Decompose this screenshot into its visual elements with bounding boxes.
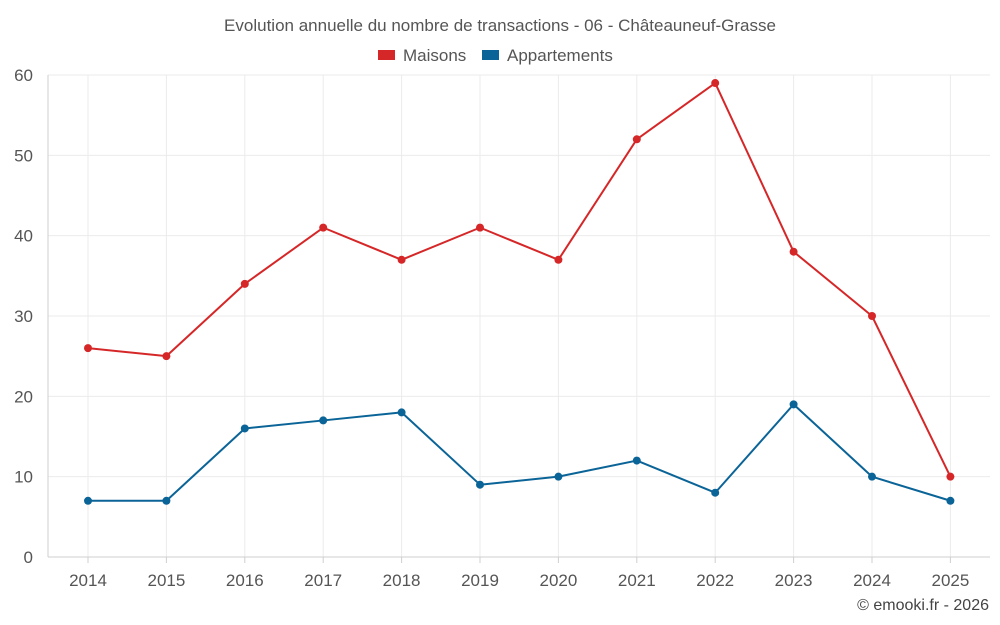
y-tick-label: 20 xyxy=(14,387,33,406)
x-tick-label: 2014 xyxy=(69,571,107,590)
series-line-appartements xyxy=(88,403,951,502)
legend-swatch-appartements xyxy=(482,50,499,60)
x-tick-label: 2018 xyxy=(383,571,421,590)
x-tick-label: 2022 xyxy=(696,571,734,590)
y-tick-label: 30 xyxy=(14,307,33,326)
data-point-maisons[interactable] xyxy=(711,79,720,88)
data-point-maisons[interactable] xyxy=(789,247,798,256)
y-tick-label: 10 xyxy=(14,468,33,487)
data-point-maisons[interactable] xyxy=(397,255,406,264)
axes: 0 10 20 30 40 50 60 2014 2015 2016 2017 2018 2019 202… xyxy=(14,66,990,590)
data-point-maisons[interactable] xyxy=(476,223,484,232)
y-tick-label: 40 xyxy=(14,227,33,246)
data-point-maisons[interactable] xyxy=(868,312,876,320)
chart-title: Evolution annuelle du nombre de transact… xyxy=(224,16,776,35)
data-point-appartements[interactable] xyxy=(84,496,92,505)
data-point-maisons[interactable] xyxy=(319,223,328,232)
x-tick-label: 2024 xyxy=(853,571,891,590)
credit-text: © emooki.fr - 2026 xyxy=(857,597,989,614)
data-point-maisons[interactable] xyxy=(84,344,92,353)
legend: Maisons Appartements xyxy=(378,46,613,65)
x-tick-label: 2017 xyxy=(304,571,342,590)
x-tick-label: 2025 xyxy=(931,571,969,590)
data-point-maisons[interactable] xyxy=(162,352,171,361)
data-point-appartements[interactable] xyxy=(162,496,171,505)
data-point-appartements[interactable] xyxy=(789,400,798,409)
data-point-appartements[interactable] xyxy=(476,480,484,489)
data-point-appartements[interactable] xyxy=(319,416,328,425)
series-appartements xyxy=(84,400,955,505)
x-tick-label: 2015 xyxy=(147,571,185,590)
y-tick-label: 50 xyxy=(14,146,33,165)
data-point-appartements[interactable] xyxy=(946,496,955,505)
x-tick-label: 2019 xyxy=(461,571,499,590)
legend-swatch-maisons xyxy=(378,50,395,60)
x-tick-label: 2020 xyxy=(539,571,577,590)
data-point-appartements[interactable] xyxy=(554,472,563,481)
x-tick-label: 2021 xyxy=(618,571,656,590)
legend-label-maisons: Maisons xyxy=(403,46,466,65)
x-tick-label: 2023 xyxy=(775,571,813,590)
data-point-appartements[interactable] xyxy=(868,472,876,481)
data-point-appartements[interactable] xyxy=(632,456,641,465)
data-point-appartements[interactable] xyxy=(397,408,406,417)
grid xyxy=(48,74,990,557)
y-tick-label: 0 xyxy=(24,548,33,567)
x-tick-label: 2016 xyxy=(226,571,264,590)
data-point-appartements[interactable] xyxy=(240,424,249,433)
series-maisons xyxy=(84,79,955,481)
series-line-maisons xyxy=(87,82,952,478)
data-point-maisons[interactable] xyxy=(240,279,249,288)
data-point-maisons[interactable] xyxy=(632,135,641,144)
legend-item-maisons[interactable]: Maisons xyxy=(378,46,466,65)
data-point-maisons[interactable] xyxy=(554,255,563,264)
data-point-appartements[interactable] xyxy=(711,488,720,497)
data-point-maisons[interactable] xyxy=(946,472,955,481)
legend-item-appartements[interactable]: Appartements xyxy=(482,46,613,65)
legend-label-appartements: Appartements xyxy=(507,46,613,65)
series xyxy=(84,79,955,505)
y-tick-label: 60 xyxy=(14,66,33,85)
